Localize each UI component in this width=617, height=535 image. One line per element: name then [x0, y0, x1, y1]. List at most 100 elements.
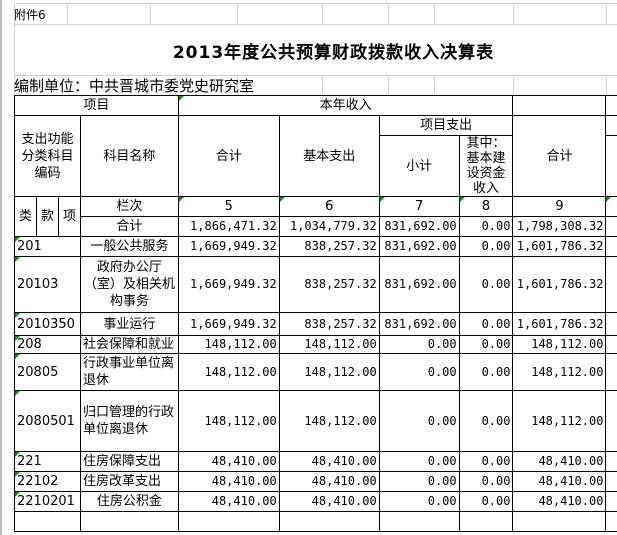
- gridline: [388, 3, 389, 24]
- table-row: 22102 住房改革支出 48,410.00 48,410.00 0.00 0.00 48,…: [14, 471, 617, 492]
- row-c7: 0.00: [378, 353, 460, 391]
- cell-blank: [79, 511, 179, 532]
- row-c9: 48,410.00: [512, 491, 607, 512]
- cell-blank: [458, 511, 514, 532]
- col-no-7: 7: [378, 196, 460, 217]
- cell-blank: [605, 511, 617, 532]
- header-kuan: 款: [35, 196, 59, 237]
- table-row: 20805 行政事业单位离退休 148,112.00 148,112.00 0.00 0.…: [14, 353, 617, 391]
- gridline: [322, 3, 323, 24]
- row-c5: 48,410.00: [177, 491, 280, 512]
- row-c5: 148,112.00: [177, 390, 280, 452]
- empty-row: [14, 511, 617, 532]
- row-c8: 0.00: [458, 353, 514, 391]
- table-row: 208 社会保障和就业 148,112.00 148,112.00 0.00 0.00 14…: [14, 335, 617, 354]
- row-code: 20103: [14, 256, 81, 313]
- header-item: 项目: [14, 95, 179, 116]
- header-code: 支出功能分类科目编码: [14, 115, 81, 197]
- total-c9: 1,798,308.32: [512, 216, 607, 237]
- row-code: 20805: [14, 353, 81, 391]
- row-name: 住房公积金: [79, 491, 179, 512]
- cell-blank: [605, 451, 617, 472]
- table-row: 2080501 归口管理的行政单位离退休 148,112.00 148,112.00 0…: [14, 390, 617, 452]
- row-c8: 0.00: [458, 256, 514, 313]
- gridline: [513, 75, 514, 95]
- header-xiang: 项: [57, 196, 81, 237]
- header-this-year-income: 本年收入: [177, 95, 514, 116]
- row-name: 住房改革支出: [79, 471, 179, 492]
- row-c8: 0.00: [458, 471, 514, 492]
- row-code: 2210201: [14, 491, 81, 512]
- compiling-unit: 编制单位：中共晋城市委党史研究室: [14, 77, 255, 95]
- row-c6: 48,410.00: [278, 491, 380, 512]
- cell-blank: [605, 95, 617, 116]
- header-name: 科目名称: [79, 115, 179, 197]
- row-c6: 148,112.00: [278, 353, 380, 391]
- row-c9: 1,601,786.32: [512, 312, 607, 336]
- row-c6: 48,410.00: [278, 471, 380, 492]
- cell-blank: [605, 256, 617, 313]
- col-no-6: 6: [278, 196, 380, 217]
- row-c9: 148,112.00: [512, 335, 607, 354]
- row-c9: 148,112.00: [512, 390, 607, 452]
- row-c7: 831,692.00: [378, 236, 460, 257]
- table-row: 201 一般公共服务 1,669,949.32 838,257.32 831,692.0…: [14, 236, 617, 257]
- row-c7: 0.00: [378, 335, 460, 354]
- gridline: [14, 3, 15, 95]
- sheet-left-edge: [0, 0, 2, 535]
- row-c7: 0.00: [378, 471, 460, 492]
- header-subtotal: 小计: [378, 135, 460, 197]
- row-c5: 148,112.00: [177, 353, 280, 391]
- row-code: 221: [14, 451, 81, 472]
- cell-blank: [605, 236, 617, 257]
- row-c5: 1,669,949.32: [177, 312, 280, 336]
- gridline: [434, 75, 435, 95]
- row-c7: 0.00: [378, 451, 460, 472]
- gridline: [434, 3, 435, 24]
- table-row: 20103 政府办公厅（室）及相关机构事务 1,669,949.32 838,257.…: [14, 256, 617, 313]
- row-c8: 0.00: [458, 390, 514, 452]
- cell-blank: [605, 353, 617, 391]
- header-total-9: 合计: [512, 115, 607, 197]
- cell-blank: [605, 196, 617, 217]
- row-c7: 831,692.00: [378, 256, 460, 313]
- cell-blank: [605, 491, 617, 512]
- gridline: [14, 24, 617, 25]
- header-project: 项目支出: [378, 115, 514, 136]
- gridline: [606, 75, 607, 95]
- row-c6: 48,410.00: [278, 451, 380, 472]
- gridline: [237, 75, 238, 95]
- row-c9: 48,410.00: [512, 451, 607, 472]
- cell-blank: [605, 216, 617, 237]
- row-name: 一般公共服务: [79, 236, 179, 257]
- row-c6: 838,257.32: [278, 312, 380, 336]
- row-c8: 0.00: [458, 312, 514, 336]
- row-c5: 1,669,949.32: [177, 256, 280, 313]
- gridline: [14, 3, 617, 4]
- row-code: 2080501: [14, 390, 81, 452]
- total-c8: 0.00: [458, 216, 514, 237]
- table-row: 2210201 住房公积金 48,410.00 48,410.00 0.00 0.00 48…: [14, 491, 617, 512]
- cell-blank: [605, 471, 617, 492]
- cell-blank: [512, 511, 607, 532]
- col-no-5: 5: [177, 196, 280, 217]
- row-c8: 0.00: [458, 491, 514, 512]
- row-c5: 48,410.00: [177, 451, 280, 472]
- total-c5: 1,866,471.32: [177, 216, 280, 237]
- row-c8: 0.00: [458, 451, 514, 472]
- gridline: [150, 3, 151, 24]
- row-c5: 48,410.00: [177, 471, 280, 492]
- header-column-no: 栏次: [79, 196, 179, 217]
- row-c6: 838,257.32: [278, 236, 380, 257]
- row-c6: 148,112.00: [278, 335, 380, 354]
- row-c9: 1,601,786.32: [512, 236, 607, 257]
- row-name: 住房保障支出: [79, 451, 179, 472]
- row-code: 208: [14, 335, 81, 354]
- row-c9: 148,112.00: [512, 353, 607, 391]
- gridline: [322, 75, 323, 95]
- row-name: 事业运行: [79, 312, 179, 336]
- row-c5: 148,112.00: [177, 335, 280, 354]
- row-name: 政府办公厅（室）及相关机构事务: [79, 256, 179, 313]
- gridline: [513, 3, 514, 24]
- header-total: 合计: [177, 115, 280, 197]
